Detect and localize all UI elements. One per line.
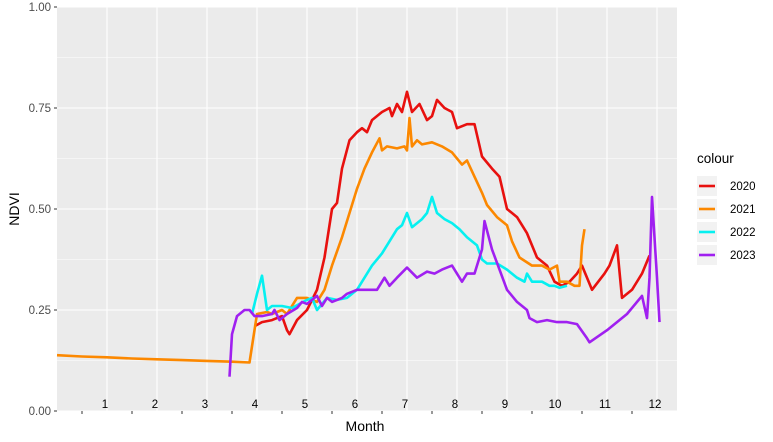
y-tick-label: 1.00 [29,2,51,14]
series-line-2023 [228,195,661,377]
legend: colour 2020 2021 2022 2023 [697,151,756,265]
x-tick-label: 1 [102,399,108,411]
x-tick-label: 6 [352,399,358,411]
grid-major [57,6,677,412]
legend-label: 2021 [730,204,756,216]
x-tick-label: 12 [649,399,662,411]
x-axis-title: Month [346,418,385,434]
y-axis-title: NDVI [6,192,22,225]
y-tick-label: 0.75 [29,103,51,115]
x-axis-ticks [81,411,633,414]
x-tick-label: 4 [252,399,259,411]
y-axis: 0.00 0.25 0.50 0.75 1.00 [29,2,57,418]
x-tick-label: 9 [502,399,508,411]
y-tick-label: 0.50 [29,204,51,216]
series-line-2021 [56,116,586,364]
x-tick-label: 3 [202,399,208,411]
y-tick-label: 0.25 [29,305,51,317]
x-tick-label: 8 [452,399,458,411]
x-tick-label: 10 [549,399,562,411]
x-tick-label: 11 [599,399,611,411]
x-tick-labels: 1 2 3 4 5 6 7 8 9 10 11 12 [102,399,662,411]
legend-label: 2023 [730,250,756,262]
legend-title: colour [697,151,734,166]
series-layer [56,90,661,377]
x-tick-label: 5 [302,399,308,411]
legend-label: 2022 [730,227,756,239]
y-tick-label: 0.00 [29,406,51,418]
x-tick-label: 7 [402,399,408,411]
x-tick-label: 2 [152,399,158,411]
series-line-2020 [253,90,651,336]
legend-label: 2020 [730,181,756,193]
